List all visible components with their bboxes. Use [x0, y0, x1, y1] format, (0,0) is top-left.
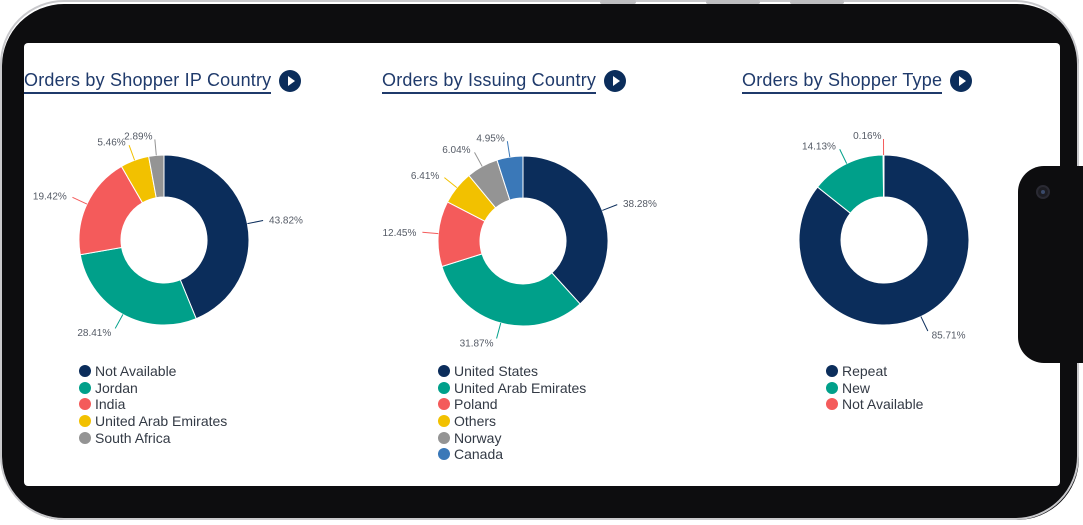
legend-label: Canada	[454, 446, 504, 463]
chart-title-row: Orders by Shopper Type	[742, 69, 973, 94]
donut-slice[interactable]	[496, 155, 524, 201]
slice-percent-label: 85.71%	[932, 331, 966, 342]
legend-item[interactable]: United Arab Emirates	[438, 380, 586, 397]
play-arrow-icon[interactable]	[604, 69, 627, 92]
slice-percent-label: 6.04%	[442, 145, 470, 156]
play-arrow-icon[interactable]	[950, 69, 973, 92]
slice-percent-label: 5.46%	[97, 137, 125, 148]
slice-percent-label: 0.16%	[853, 131, 881, 142]
label-leader-line	[422, 231, 439, 235]
legend-swatch	[438, 431, 450, 444]
legend-label: South Africa	[95, 429, 171, 446]
legend-item[interactable]: India	[79, 396, 227, 413]
legend-item[interactable]: Canada	[438, 446, 586, 463]
legend-swatch	[438, 381, 450, 394]
slice-percent-label: 28.41%	[77, 328, 111, 339]
legend-swatch	[826, 398, 838, 411]
label-leader-line	[602, 204, 618, 211]
camera-icon	[1036, 185, 1050, 199]
label-leader-line	[154, 139, 157, 156]
legend-item[interactable]: Others	[438, 413, 586, 430]
legend-swatch	[438, 365, 450, 378]
label-leader-line	[839, 149, 848, 164]
legend-swatch	[79, 381, 91, 394]
label-leader-line	[474, 152, 483, 167]
legend-item[interactable]: Jordan	[79, 380, 227, 397]
donut-slice[interactable]	[148, 154, 165, 199]
donut-slice[interactable]	[441, 253, 581, 327]
label-leader-line	[444, 177, 458, 189]
donut-chart: 38.28% 31.87% 12.45% 6.41% 6.04% 4.95%	[382, 133, 657, 349]
donut-chart: 43.82% 28.41% 19.42% 5.46%2.89%	[33, 131, 303, 339]
chart-title[interactable]: Orders by Shopper IP Country	[24, 69, 272, 94]
slice-percent-label: 43.82%	[269, 216, 303, 227]
legend-label: Poland	[454, 396, 498, 413]
label-leader-line	[72, 196, 88, 205]
chart-legend: United States United Arab Emirates Poland O…	[438, 363, 586, 463]
legend-label: United Arab Emirates	[95, 413, 228, 430]
donut-slice[interactable]	[522, 155, 609, 305]
legend-swatch	[826, 365, 838, 378]
legend-item[interactable]: Repeat	[826, 363, 923, 380]
slice-percent-label: 31.87%	[460, 338, 494, 349]
legend-item[interactable]: United States	[438, 363, 586, 380]
legend-item[interactable]: Poland	[438, 396, 586, 413]
legend-label: United Arab Emirates	[454, 379, 587, 396]
legend-swatch	[438, 415, 450, 428]
legend-swatch	[79, 365, 91, 378]
donut-chart: 85.71% 14.13% 0.16%	[798, 131, 970, 342]
phone-side-button	[706, 0, 760, 4]
slice-percent-label: 14.13%	[802, 142, 836, 153]
legend-item[interactable]: Not Available	[79, 363, 227, 380]
legend-label: Others	[454, 413, 497, 430]
legend-swatch	[826, 381, 838, 394]
legend-label: Not Available	[95, 363, 177, 380]
legend-label: Jordan	[95, 379, 138, 396]
legend-label: Repeat	[842, 363, 888, 380]
legend-label: India	[95, 396, 126, 413]
slice-percent-label: 38.28%	[623, 199, 657, 210]
chart-title[interactable]: Orders by Shopper Type	[742, 69, 943, 94]
chart-title[interactable]: Orders by Issuing Country	[382, 69, 597, 94]
legend-swatch	[79, 415, 91, 428]
dashboard-screen: Orders by Shopper IP Country 43.82% 28.41…	[24, 43, 1060, 486]
legend-label: Norway	[454, 429, 502, 446]
camera-notch	[1018, 166, 1083, 363]
legend-label: New	[842, 379, 871, 396]
label-leader-line	[247, 220, 264, 225]
label-leader-line	[114, 314, 124, 329]
label-leader-line	[506, 141, 511, 158]
legend-swatch	[79, 431, 91, 444]
phone-side-button	[790, 0, 844, 4]
slice-percent-label: 19.42%	[33, 192, 67, 203]
phone-side-button	[600, 0, 636, 4]
legend-label: United States	[454, 363, 539, 380]
donut-slice[interactable]	[79, 246, 197, 326]
chart-legend: Repeat New Not Available	[826, 363, 923, 413]
legend-item[interactable]: Norway	[438, 429, 586, 446]
legend-item[interactable]: New	[826, 380, 923, 397]
chart-title-row: Orders by Issuing Country	[382, 69, 627, 94]
label-leader-line	[496, 322, 502, 339]
slice-percent-label: 6.41%	[411, 171, 439, 182]
label-leader-line	[920, 316, 929, 332]
donut-slice[interactable]	[798, 154, 970, 326]
legend-item[interactable]: South Africa	[79, 429, 227, 446]
legend-label: Not Available	[842, 396, 924, 413]
chart-title-row: Orders by Shopper IP Country	[24, 69, 302, 94]
slice-percent-label: 2.89%	[124, 131, 152, 142]
slice-percent-label: 4.95%	[476, 133, 504, 144]
donut-slice[interactable]	[882, 154, 885, 198]
legend-swatch	[438, 398, 450, 411]
donut-slice[interactable]	[163, 154, 250, 320]
chart-legend: Not Available Jordan India United Arab Emir…	[79, 363, 227, 446]
play-arrow-icon[interactable]	[279, 69, 302, 92]
label-leader-line	[128, 145, 136, 161]
slice-percent-label: 12.45%	[382, 228, 416, 239]
legend-swatch	[79, 398, 91, 411]
legend-item[interactable]: United Arab Emirates	[79, 413, 227, 430]
legend-item[interactable]: Not Available	[826, 396, 923, 413]
legend-swatch	[438, 448, 450, 461]
